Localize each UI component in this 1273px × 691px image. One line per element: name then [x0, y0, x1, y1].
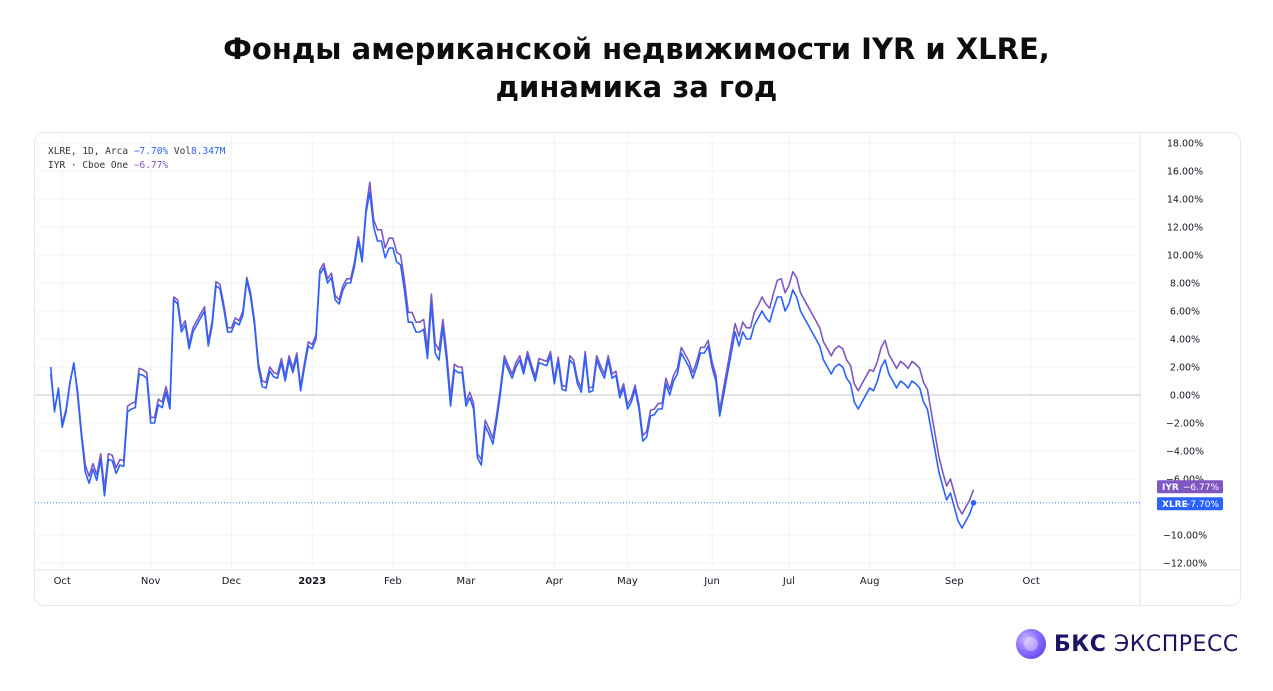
x-tick-label: Nov — [141, 576, 161, 587]
last-point-xlre — [970, 500, 977, 506]
page-title: Фонды американской недвижимости IYR и XL… — [0, 30, 1273, 106]
badge-xlre: XLRE−7.70% — [1157, 497, 1223, 511]
y-tick-label: 0.00% — [1170, 391, 1200, 402]
y-tick-label: −12.00% — [1163, 559, 1207, 570]
x-axis-labels: Oct Nov Dec 2023 Feb Mar Apr May Jun Jul Aug Sep Oct — [54, 576, 1040, 587]
legend: XLRE, 1D, Arca −7.70% Vol8.347M IYR · Cb… — [48, 145, 225, 173]
x-tick-label: May — [617, 576, 638, 587]
legend-xlre-prefix: XLRE, 1D, Arca — [48, 146, 129, 157]
y-tick-label: −10.00% — [1163, 531, 1207, 542]
series-line-iyr — [49, 181, 975, 515]
x-tick-label: 2023 — [298, 576, 326, 587]
badge-bg — [1157, 480, 1223, 494]
legend-xlre-change: −7.70% — [133, 146, 169, 157]
x-tick-label: Apr — [546, 576, 564, 587]
title-line-1: Фонды американской недвижимости IYR и XL… — [223, 32, 1050, 66]
y-tick-label: 8.00% — [1170, 279, 1200, 290]
y-tick-label: −6.00% — [1166, 475, 1204, 486]
series-group — [49, 181, 977, 529]
legend-iyr-change: −6.77% — [133, 160, 169, 171]
y-tick-label: −4.00% — [1166, 447, 1204, 458]
x-tick-label: Sep — [945, 576, 964, 587]
legend-iyr-prefix: IYR · Cboe One — [48, 160, 129, 171]
badge-name: XLRE — [1162, 500, 1188, 510]
badge-bg — [1157, 497, 1223, 511]
y-tick-label: 12.00% — [1167, 223, 1203, 234]
badge-value: −7.70% — [1183, 500, 1220, 510]
legend-row-iyr: IYR · Cboe One −6.77% — [48, 159, 225, 173]
brand-name-bold: БКС — [1054, 631, 1107, 657]
brand-name: БКС ЭКСПРЕСС — [1054, 632, 1239, 657]
y-tick-label: −2.00% — [1166, 419, 1204, 430]
y-tick-label: 16.00% — [1167, 167, 1203, 178]
y-tick-label: 18.00% — [1167, 139, 1203, 150]
y-tick-label: 4.00% — [1170, 335, 1200, 346]
badge-iyr: IYR −6.77% — [1157, 480, 1223, 494]
legend-xlre-vol-label: Vol — [173, 146, 192, 157]
legend-xlre-vol: 8.347M — [191, 146, 226, 157]
x-tick-label: Oct — [1023, 576, 1040, 587]
y-tick-label: 2.00% — [1170, 363, 1200, 374]
y-tick-label: 14.00% — [1167, 195, 1203, 206]
badge-value: −6.77% — [1183, 483, 1220, 493]
y-axis-labels: 18.00% 16.00% 14.00% 12.00% 10.00% 8.00% 6.00%… — [1163, 139, 1207, 570]
x-tick-label: Mar — [457, 576, 477, 587]
series-line-xlre — [49, 191, 975, 529]
x-tick-label: Dec — [222, 576, 241, 587]
x-tick-label: Jul — [782, 576, 795, 587]
brand-name-rest: ЭКСПРЕСС — [1113, 631, 1239, 657]
title-line-2: динамика за год — [495, 70, 778, 104]
x-tick-label: Jun — [703, 576, 720, 587]
chart-frame: 18.00% 16.00% 14.00% 12.00% 10.00% 8.00% 6.00%… — [34, 132, 1241, 606]
legend-row-xlre: XLRE, 1D, Arca −7.70% Vol8.347M — [48, 145, 225, 159]
y-tick-label: 10.00% — [1167, 251, 1203, 262]
y-tick-label: 6.00% — [1170, 307, 1200, 318]
x-tick-label: Aug — [860, 576, 880, 587]
badge-name: IYR — [1162, 483, 1179, 493]
bks-logo-icon — [1016, 629, 1046, 659]
line-chart: 18.00% 16.00% 14.00% 12.00% 10.00% 8.00% 6.00%… — [35, 133, 1240, 605]
x-tick-label: Oct — [54, 576, 71, 587]
x-tick-label: Feb — [384, 576, 402, 587]
brand-logo: БКС ЭКСПРЕСС — [1016, 628, 1239, 660]
last-value-badges: IYR −6.77% XLRE−7.70% — [1157, 480, 1223, 511]
